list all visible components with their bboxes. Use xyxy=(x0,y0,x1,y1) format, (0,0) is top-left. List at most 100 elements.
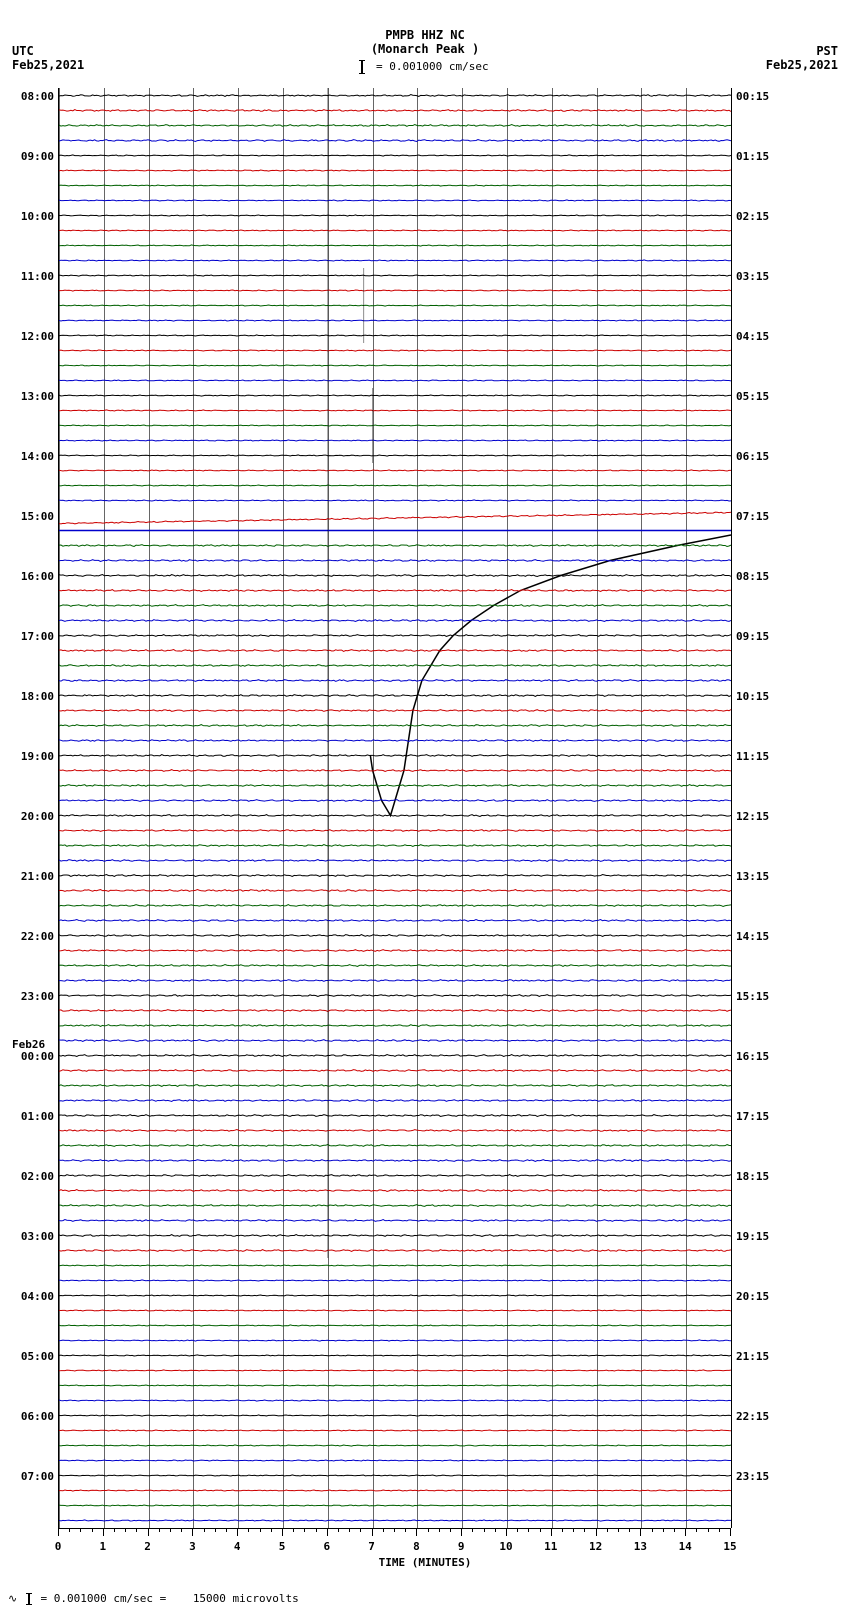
footer-before: = 0.001000 cm/sec = xyxy=(40,1592,166,1605)
scale-bar-icon xyxy=(361,60,363,74)
footer-wave-icon: ∿ xyxy=(8,1592,17,1605)
utc-time-label: 22:00 xyxy=(6,930,54,943)
pst-time-label: 12:15 xyxy=(736,810,769,823)
utc-time-label: 06:00 xyxy=(6,1410,54,1423)
x-tick-minor xyxy=(562,1528,563,1532)
x-tick-minor xyxy=(181,1528,182,1532)
x-tick-label: 8 xyxy=(408,1540,424,1553)
utc-time-label: 17:00 xyxy=(6,630,54,643)
x-tick-label: 2 xyxy=(140,1540,156,1553)
utc-time-label: 09:00 xyxy=(6,150,54,163)
x-tick-minor xyxy=(528,1528,529,1532)
x-tick-minor xyxy=(439,1528,440,1532)
x-tick-minor xyxy=(696,1528,697,1532)
utc-time-label: 12:00 xyxy=(6,330,54,343)
x-tick-minor xyxy=(360,1528,361,1532)
pst-time-label: 04:15 xyxy=(736,330,769,343)
x-tick-major xyxy=(282,1528,283,1536)
x-tick-label: 1 xyxy=(95,1540,111,1553)
x-tick-label: 5 xyxy=(274,1540,290,1553)
x-tick-major xyxy=(192,1528,193,1536)
x-axis-title: TIME (MINUTES) xyxy=(0,1556,850,1569)
pst-time-label: 01:15 xyxy=(736,150,769,163)
pst-time-label: 19:15 xyxy=(736,1230,769,1243)
x-tick-minor xyxy=(80,1528,81,1532)
utc-time-label: 00:00 xyxy=(6,1050,54,1063)
x-tick-minor xyxy=(125,1528,126,1532)
x-tick-minor xyxy=(584,1528,585,1532)
footer-bar-icon xyxy=(28,1593,30,1605)
x-tick-minor xyxy=(260,1528,261,1532)
x-tick-label: 6 xyxy=(319,1540,335,1553)
utc-time-label: 16:00 xyxy=(6,570,54,583)
left-date: Feb25,2021 xyxy=(12,58,84,72)
x-tick-label: 13 xyxy=(632,1540,648,1553)
utc-time-label: 08:00 xyxy=(6,90,54,103)
x-tick-minor xyxy=(271,1528,272,1532)
x-tick-label: 12 xyxy=(588,1540,604,1553)
pst-time-label: 07:15 xyxy=(736,510,769,523)
x-tick-major xyxy=(103,1528,104,1536)
x-tick-minor xyxy=(450,1528,451,1532)
x-tick-major xyxy=(372,1528,373,1536)
utc-time-label: 13:00 xyxy=(6,390,54,403)
x-tick-minor xyxy=(383,1528,384,1532)
x-tick-minor xyxy=(428,1528,429,1532)
x-tick-minor xyxy=(394,1528,395,1532)
pst-time-label: 20:15 xyxy=(736,1290,769,1303)
x-tick-minor xyxy=(607,1528,608,1532)
station-name: (Monarch Peak ) xyxy=(0,42,850,56)
x-tick-minor xyxy=(495,1528,496,1532)
scale-indicator: = 0.001000 cm/sec xyxy=(0,60,850,74)
x-tick-minor xyxy=(719,1528,720,1532)
x-tick-minor xyxy=(618,1528,619,1532)
x-tick-label: 4 xyxy=(229,1540,245,1553)
left-tz: UTC xyxy=(12,44,84,58)
right-date: Feb25,2021 xyxy=(766,58,838,72)
pst-time-label: 09:15 xyxy=(736,630,769,643)
x-tick-minor xyxy=(708,1528,709,1532)
x-tick-minor xyxy=(170,1528,171,1532)
x-tick-minor xyxy=(652,1528,653,1532)
x-tick-minor xyxy=(517,1528,518,1532)
x-tick-minor xyxy=(663,1528,664,1532)
utc-time-label: 14:00 xyxy=(6,450,54,463)
pst-time-label: 13:15 xyxy=(736,870,769,883)
footer-after: 15000 microvolts xyxy=(193,1592,299,1605)
utc-time-label: 01:00 xyxy=(6,1110,54,1123)
x-tick-minor xyxy=(674,1528,675,1532)
scale-text: = 0.001000 cm/sec xyxy=(376,60,489,73)
x-tick-major xyxy=(551,1528,552,1536)
x-tick-major xyxy=(461,1528,462,1536)
plot-area xyxy=(58,88,732,1528)
utc-time-label: 21:00 xyxy=(6,870,54,883)
utc-time-label: 18:00 xyxy=(6,690,54,703)
utc-time-label: 03:00 xyxy=(6,1230,54,1243)
x-tick-minor xyxy=(629,1528,630,1532)
x-tick-minor xyxy=(304,1528,305,1532)
x-tick-minor xyxy=(248,1528,249,1532)
x-tick-label: 14 xyxy=(677,1540,693,1553)
utc-time-label: 20:00 xyxy=(6,810,54,823)
x-tick-minor xyxy=(159,1528,160,1532)
x-tick-major xyxy=(685,1528,686,1536)
x-tick-minor xyxy=(484,1528,485,1532)
x-tick-minor xyxy=(472,1528,473,1532)
pst-time-label: 18:15 xyxy=(736,1170,769,1183)
utc-time-label: 23:00 xyxy=(6,990,54,1003)
right-tz: PST xyxy=(766,44,838,58)
x-tick-label: 15 xyxy=(722,1540,738,1553)
traces-svg xyxy=(59,88,731,1528)
x-tick-label: 3 xyxy=(184,1540,200,1553)
pst-time-label: 21:15 xyxy=(736,1350,769,1363)
utc-time-label: 10:00 xyxy=(6,210,54,223)
x-tick-major xyxy=(506,1528,507,1536)
x-tick-label: 10 xyxy=(498,1540,514,1553)
pst-time-label: 23:15 xyxy=(736,1470,769,1483)
footer-scale: ∿ = 0.001000 cm/sec = 15000 microvolts xyxy=(8,1592,299,1605)
header-left: UTC Feb25,2021 xyxy=(12,44,84,72)
pst-time-label: 16:15 xyxy=(736,1050,769,1063)
x-tick-minor xyxy=(573,1528,574,1532)
x-tick-minor xyxy=(349,1528,350,1532)
pst-time-label: 08:15 xyxy=(736,570,769,583)
